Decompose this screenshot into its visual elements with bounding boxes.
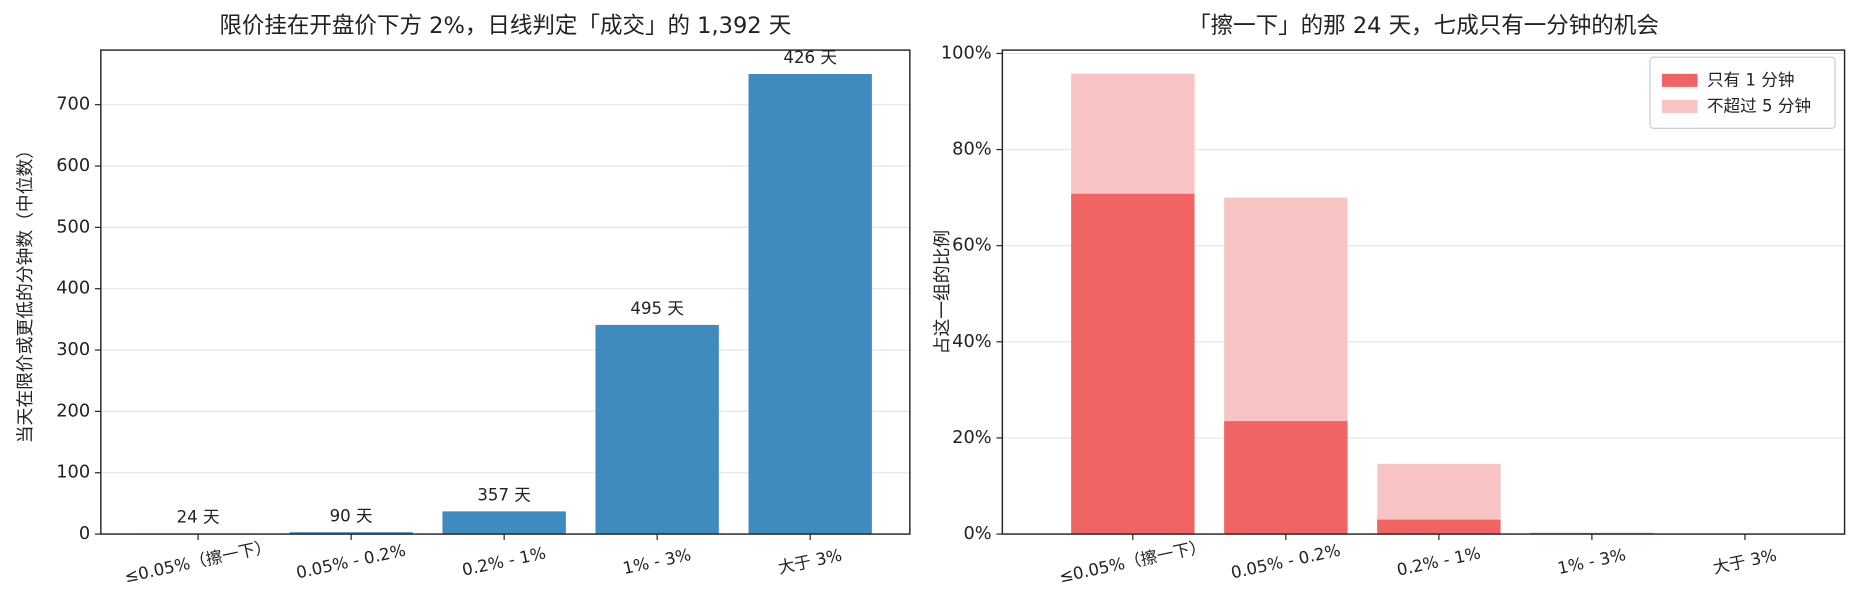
y-tick-label: 300 <box>56 339 90 360</box>
bar <box>1071 193 1195 535</box>
bar <box>442 511 566 535</box>
x-tick-label: 0.2% - 1% <box>460 543 547 579</box>
bar-annotation: 24 天 <box>177 508 220 527</box>
legend-label: 不超过 5 分钟 <box>1707 97 1811 116</box>
plot-frame <box>100 49 911 535</box>
bar <box>1224 421 1348 535</box>
chart-title: 「擦一下」的那 24 天，七成只有一分钟的机会 <box>1188 13 1659 39</box>
bar <box>595 324 719 535</box>
y-tick-label: 700 <box>56 94 90 115</box>
plot-frame <box>1001 49 1846 535</box>
bar <box>289 532 413 535</box>
chart-title: 限价挂在开盘价下方 2%，日线判定「成交」的 1,392 天 <box>219 13 791 39</box>
y-tick-label: 600 <box>56 155 90 176</box>
x-tick-label: ≤0.05%（擦一下） <box>123 537 273 587</box>
legend-swatch <box>1661 99 1698 113</box>
y-axis-label: 当天在限价或更低的分钟数（中位数） <box>15 141 36 443</box>
x-tick-label: ≤0.05%（擦一下） <box>1057 537 1207 587</box>
x-tick-label: 0.05% - 0.2% <box>294 541 407 583</box>
legend-box <box>1649 56 1836 129</box>
x-tick-label: 0.2% - 1% <box>1395 543 1482 579</box>
legend-swatch <box>1661 73 1698 87</box>
y-tick-label: 100% <box>941 42 992 63</box>
bar-annotation: 495 天 <box>630 299 684 318</box>
y-tick-label: 80% <box>952 139 992 160</box>
x-tick-label: 1% - 3% <box>1556 545 1628 578</box>
y-axis-label: 占这一组的比例 <box>932 230 953 354</box>
y-tick-label: 20% <box>952 427 992 448</box>
y-tick-label: 60% <box>952 235 992 256</box>
x-tick-label: 1% - 3% <box>621 545 693 578</box>
x-tick-label: 大于 3% <box>1711 546 1778 578</box>
y-tick-label: 0 <box>79 523 90 544</box>
bar-annotation: 90 天 <box>330 506 373 525</box>
y-tick-label: 200 <box>56 400 90 421</box>
bar <box>748 74 872 535</box>
y-tick-label: 500 <box>56 216 90 237</box>
y-tick-label: 40% <box>952 331 992 352</box>
bar <box>1377 519 1501 535</box>
bar-annotation: 357 天 <box>477 485 531 504</box>
y-tick-label: 100 <box>56 462 90 483</box>
bar-annotation: 426 天 <box>783 48 837 67</box>
legend-label: 只有 1 分钟 <box>1707 70 1794 89</box>
x-tick-label: 大于 3% <box>776 546 843 578</box>
y-tick-label: 400 <box>56 278 90 299</box>
y-tick-label: 0% <box>963 523 991 544</box>
x-tick-label: 0.05% - 0.2% <box>1229 541 1342 583</box>
